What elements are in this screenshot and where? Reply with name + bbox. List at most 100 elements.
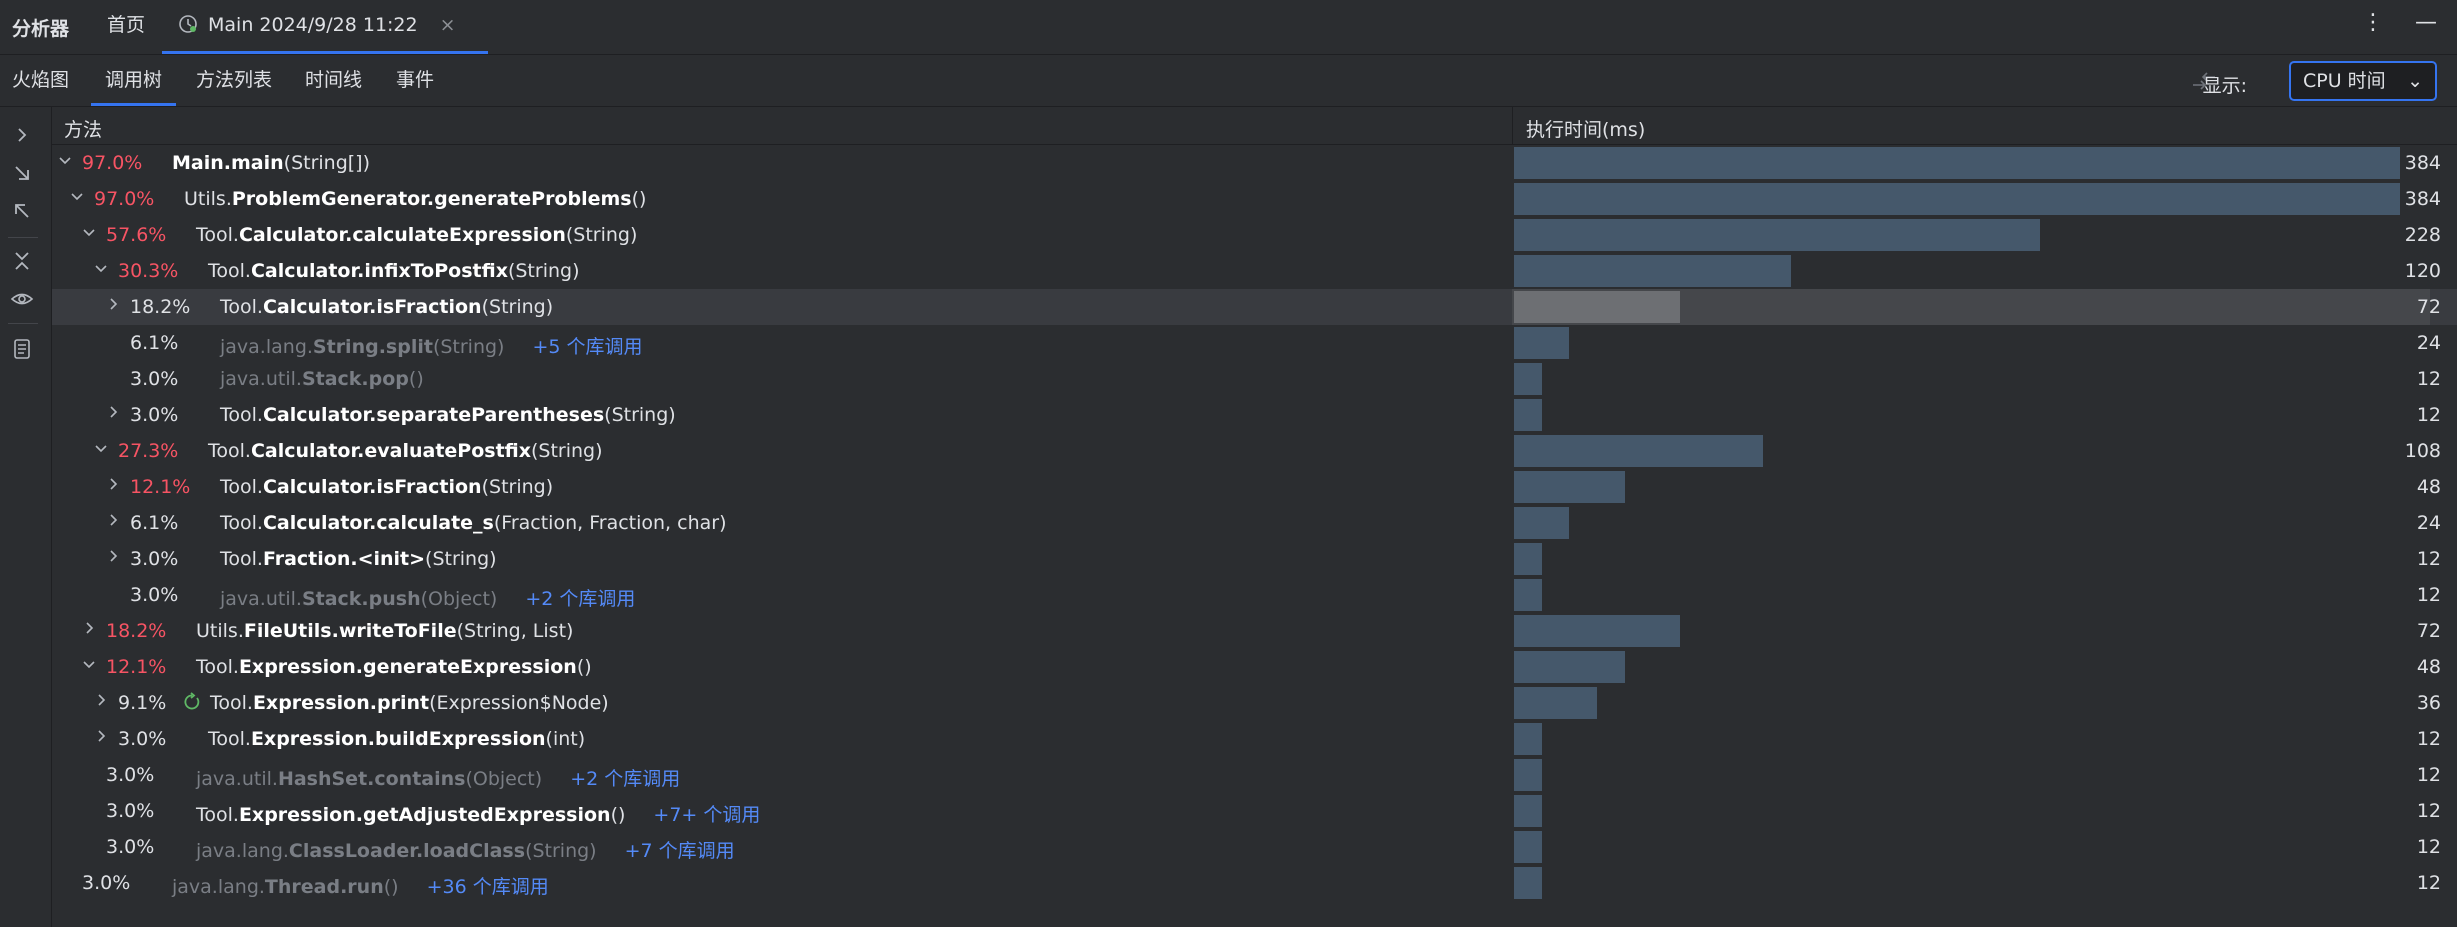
chevron-right-icon[interactable] (104, 295, 122, 313)
time-value: 72 (2416, 620, 2441, 642)
table-row[interactable]: 3.0% java.lang.Thread.run() +36 个库调用 12 (52, 865, 2457, 901)
compare-icon[interactable] (2191, 69, 2217, 93)
navigate-up-icon[interactable] (10, 199, 34, 223)
method-package: Tool. (196, 224, 239, 246)
tab-home-label: 首页 (107, 14, 146, 36)
library-calls-link[interactable]: +36 个库调用 (426, 876, 549, 898)
chevron-right-icon[interactable] (104, 403, 122, 421)
column-time[interactable]: 执行时间(ms) (1526, 119, 1646, 141)
table-row[interactable]: 12.1% Tool.Expression.generateExpression(… (52, 649, 2457, 685)
table-row[interactable]: 3.0% java.util.Stack.push(Object) +2 个库调用 1… (52, 577, 2457, 613)
eye-icon[interactable] (10, 287, 34, 311)
time-bar (1514, 615, 1680, 647)
method-package: java.util. (196, 768, 278, 790)
table-row[interactable]: 3.0% Tool.Fraction.<init>(String) 12 (52, 541, 2457, 577)
chevron-down-icon[interactable] (80, 223, 98, 241)
table-row[interactable]: 3.0% java.lang.ClassLoader.loadClass(Stri… (52, 829, 2457, 865)
table-row[interactable]: 18.2% Utils.FileUtils.writeToFile(String,… (52, 613, 2457, 649)
tab-method-list[interactable]: 方法列表 (196, 69, 273, 91)
method-name: Main.main (172, 152, 284, 174)
table-row[interactable]: 30.3% Tool.Calculator.infixToPostfix(Stri… (52, 253, 2457, 289)
method-package: Utils. (196, 620, 244, 642)
collapse-all-icon[interactable] (10, 249, 34, 273)
expand-icon[interactable] (10, 123, 34, 147)
library-calls-link[interactable]: +7+ 个调用 (653, 804, 761, 826)
tab-timeline[interactable]: 时间线 (305, 69, 363, 91)
document-icon[interactable] (10, 337, 34, 361)
view-tabs: 火焰图 调用树 方法列表 时间线 事件 显示: CPU 时间 ⌄ (0, 55, 2457, 107)
time-bar (1514, 363, 1542, 395)
method-cell: java.lang.ClassLoader.loadClass(String) +… (196, 836, 735, 863)
time-bar (1514, 723, 1542, 755)
percentage: 97.0% (82, 152, 143, 174)
method-package: java.util. (220, 588, 302, 610)
time-bar (1514, 399, 1542, 431)
table-row[interactable]: 3.0% Tool.Expression.buildExpression(int)… (52, 721, 2457, 757)
chevron-right-icon[interactable] (92, 691, 110, 709)
navigate-down-icon[interactable] (10, 161, 34, 185)
tab-session[interactable]: Main 2024/9/28 11:22 × (162, 0, 488, 54)
time-bar-track (1512, 361, 2430, 397)
time-value: 12 (2416, 584, 2441, 606)
chevron-down-icon[interactable] (68, 187, 86, 205)
method-name: Expression.getAdjustedExpression (238, 804, 611, 826)
table-row[interactable]: 27.3% Tool.Calculator.evaluatePostfix(Str… (52, 433, 2457, 469)
chevron-down-icon[interactable] (56, 151, 74, 169)
method-name: Stack.pop (301, 368, 409, 390)
table-row[interactable]: 6.1% java.lang.String.split(String) +5 个库调… (52, 325, 2457, 361)
tab-home[interactable]: 首页 (107, 0, 145, 54)
table-row[interactable]: 3.0% Tool.Calculator.separateParentheses(… (52, 397, 2457, 433)
table-row[interactable]: 3.0% java.util.HashSet.contains(Object) +2… (52, 757, 2457, 793)
table-row[interactable]: 3.0% Tool.Expression.getAdjustedExpressio… (52, 793, 2457, 829)
chevron-down-icon[interactable] (92, 439, 110, 457)
close-icon[interactable]: × (439, 14, 456, 36)
minimize-icon[interactable]: — (2415, 10, 2437, 35)
method-args: () (576, 656, 592, 678)
method-package: java.lang. (220, 336, 313, 358)
chevron-right-icon[interactable] (104, 511, 122, 529)
display-dropdown[interactable]: CPU 时间 ⌄ (2289, 61, 2437, 101)
time-bar-track (1512, 145, 2430, 181)
library-calls-link[interactable]: +7 个库调用 (624, 840, 735, 862)
method-args: (Expression$Node) (429, 692, 609, 714)
library-calls-link[interactable]: +2 个库调用 (525, 588, 636, 610)
chevron-down-icon[interactable] (80, 655, 98, 673)
chevron-down-icon[interactable] (92, 259, 110, 277)
column-divider[interactable] (1512, 107, 1513, 144)
library-calls-link[interactable]: +5 个库调用 (532, 336, 643, 358)
tab-flame-graph[interactable]: 火焰图 (12, 69, 70, 91)
table-row[interactable]: 3.0% java.util.Stack.pop() 12 (52, 361, 2457, 397)
table-row[interactable]: 12.1% Tool.Calculator.isFraction(String) 4… (52, 469, 2457, 505)
chevron-right-icon[interactable] (92, 727, 110, 745)
percentage: 3.0% (130, 368, 179, 390)
method-package: Tool. (208, 440, 251, 462)
table-row[interactable]: 97.0% Utils.ProblemGenerator.generateProb… (52, 181, 2457, 217)
method-cell: Tool.Calculator.calculate_s(Fraction, Fr… (220, 512, 727, 534)
method-args: (Fraction, Fraction, char) (493, 512, 727, 534)
percentage: 3.0% (118, 728, 167, 750)
method-package: Tool. (210, 692, 253, 714)
tab-call-tree[interactable]: 调用树 (90, 55, 177, 106)
table-row[interactable]: 57.6% Tool.Calculator.calculateExpression… (52, 217, 2457, 253)
table-row[interactable]: 97.0% Main.main(String[]) 384 (52, 145, 2457, 181)
time-bar-track (1512, 541, 2430, 577)
time-value: 12 (2416, 404, 2441, 426)
tab-events[interactable]: 事件 (396, 69, 435, 91)
method-name: Stack.push (301, 588, 421, 610)
method-name: ClassLoader.loadClass (288, 840, 526, 862)
time-bar (1514, 183, 2400, 215)
library-calls-link[interactable]: +2 个库调用 (570, 768, 681, 790)
method-name: Expression.print (252, 692, 430, 714)
percentage: 3.0% (106, 800, 155, 822)
percentage: 6.1% (130, 332, 179, 354)
more-icon[interactable]: ⋮ (2362, 10, 2384, 35)
chevron-right-icon[interactable] (104, 547, 122, 565)
table-row[interactable]: 6.1% Tool.Calculator.calculate_s(Fraction… (52, 505, 2457, 541)
chevron-right-icon[interactable] (80, 619, 98, 637)
column-method[interactable]: 方法 (64, 119, 103, 141)
time-bar-track (1512, 397, 2430, 433)
table-row[interactable]: 18.2% Tool.Calculator.isFraction(String) 7… (52, 289, 2457, 325)
table-row[interactable]: 9.1% Tool.Expression.print(Expression$Nod… (52, 685, 2457, 721)
chevron-right-icon[interactable] (104, 475, 122, 493)
method-package: Tool. (208, 728, 251, 750)
